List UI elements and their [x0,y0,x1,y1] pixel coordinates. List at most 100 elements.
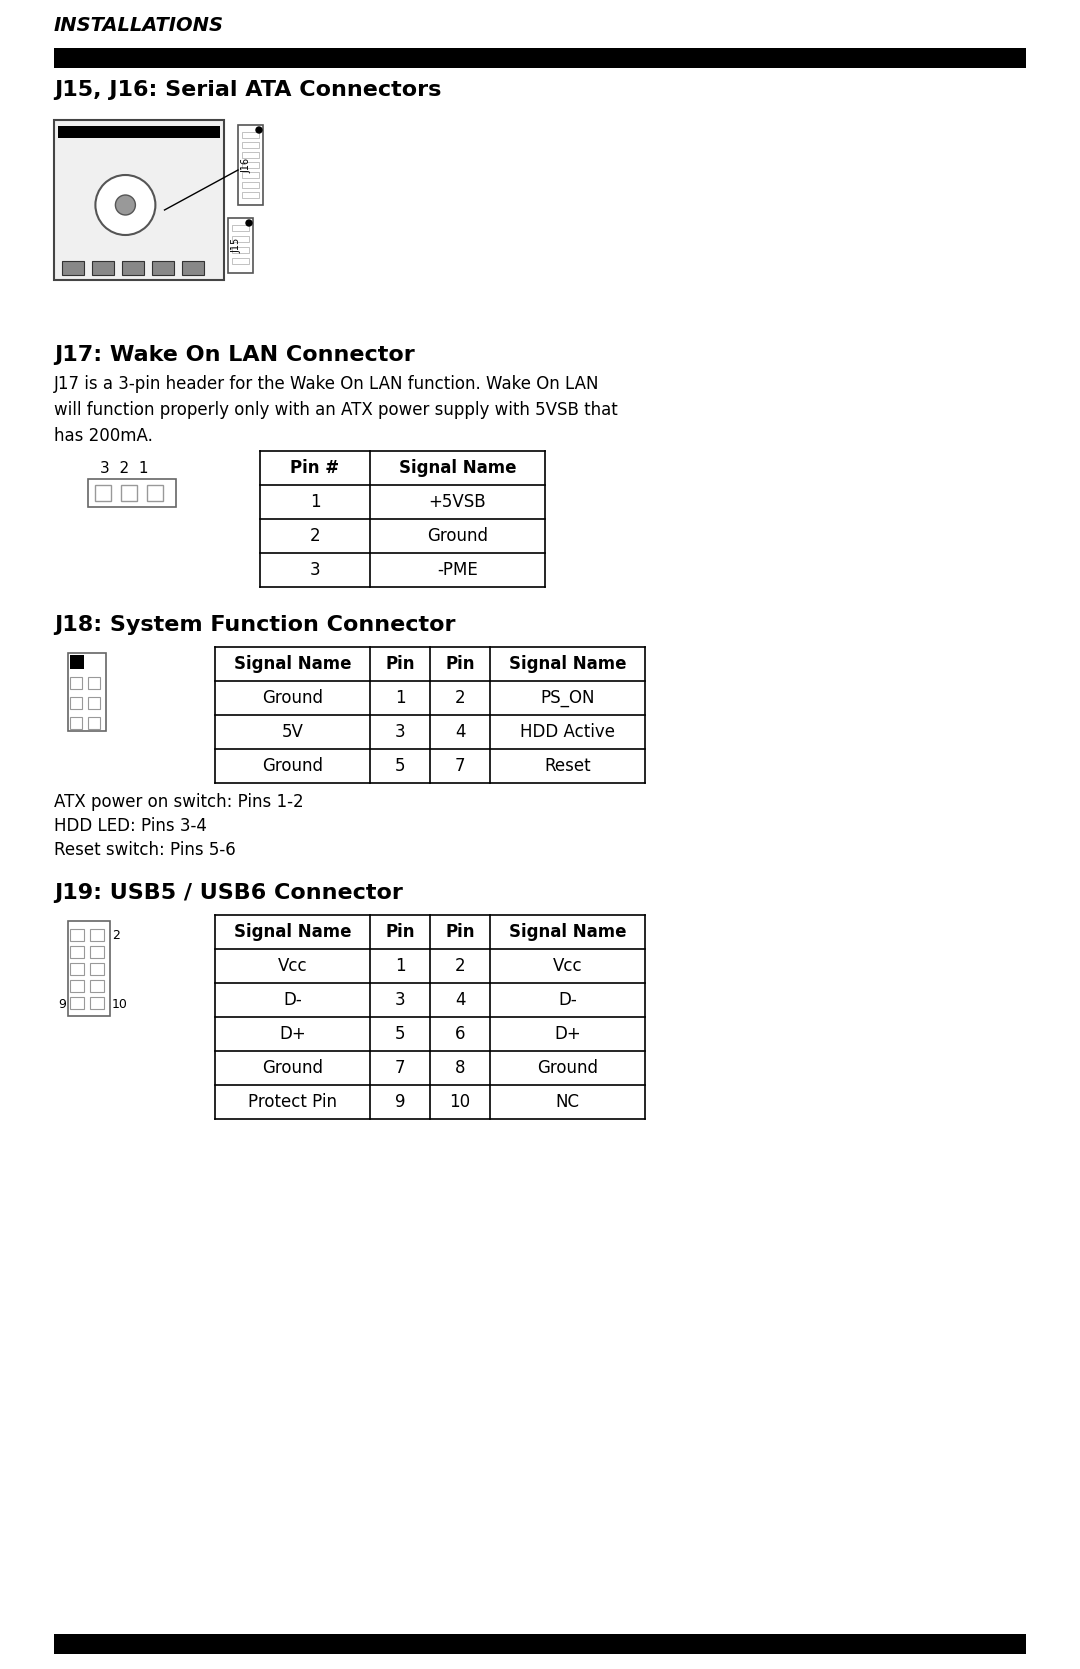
Bar [92,260,114,275]
Text: Vcc: Vcc [278,956,308,975]
Text: 1: 1 [310,492,321,511]
Bar [87,718,100,729]
Text: 10: 10 [449,1093,471,1112]
Text: 3: 3 [394,723,405,741]
Bar [242,192,259,199]
Bar [238,125,264,205]
Bar [122,260,144,275]
Text: 1: 1 [394,956,405,975]
Text: PS_ON: PS_ON [540,689,595,708]
Bar [70,946,84,958]
Text: 9: 9 [58,998,66,1010]
Text: HDD LED: Pins 3-4: HDD LED: Pins 3-4 [54,818,207,834]
Text: 5: 5 [395,1025,405,1043]
Bar [242,142,259,149]
Bar [90,980,104,991]
Bar [232,259,249,264]
Bar [54,120,224,280]
Bar [70,718,82,729]
Text: Ground: Ground [262,689,323,708]
Text: J19: USB5 / USB6 Connector: J19: USB5 / USB6 Connector [54,883,403,903]
Text: J18: System Function Connector: J18: System Function Connector [54,614,456,634]
Bar [68,653,106,731]
Text: Ground: Ground [262,758,323,774]
Text: Pin: Pin [386,923,415,941]
Text: NC: NC [555,1093,580,1112]
Text: Ground: Ground [537,1060,598,1077]
Text: 2: 2 [455,956,465,975]
Text: Signal Name: Signal Name [399,459,516,477]
Bar [90,946,104,958]
Text: Signal Name: Signal Name [509,923,626,941]
Bar [68,921,110,1016]
Text: 3  2  1: 3 2 1 [100,461,149,476]
Text: Signal Name: Signal Name [233,923,351,941]
Text: Protect Pin: Protect Pin [248,1093,337,1112]
Bar [87,479,176,507]
Bar [242,132,259,139]
Text: +5VSB: +5VSB [429,492,486,511]
Text: will function properly only with an ATX power supply with 5VSB that: will function properly only with an ATX … [54,401,618,419]
Text: HDD Active: HDD Active [519,723,615,741]
Bar [54,1634,1026,1654]
Text: 7: 7 [395,1060,405,1077]
Text: 1: 1 [394,689,405,708]
Text: Reset switch: Pins 5-6: Reset switch: Pins 5-6 [54,841,235,860]
Text: 9: 9 [395,1093,405,1112]
Text: Pin: Pin [445,923,475,941]
Text: 6: 6 [455,1025,465,1043]
Circle shape [116,195,135,215]
Bar [70,654,84,669]
Text: 5V: 5V [282,723,303,741]
Bar [121,486,137,501]
Bar [87,678,100,689]
Bar [242,162,259,169]
Bar [242,172,259,179]
Text: J17 is a 3-pin header for the Wake On LAN function. Wake On LAN: J17 is a 3-pin header for the Wake On LA… [54,376,599,392]
Text: INSTALLATIONS: INSTALLATIONS [54,17,224,35]
Bar [147,486,163,501]
Text: D-: D- [283,991,302,1010]
Text: 2: 2 [455,689,465,708]
Circle shape [256,127,262,134]
Text: Vcc: Vcc [553,956,582,975]
Text: J17: Wake On LAN Connector: J17: Wake On LAN Connector [54,345,415,366]
Bar [62,260,84,275]
Circle shape [246,220,252,225]
Text: J15, J16: Serial ATA Connectors: J15, J16: Serial ATA Connectors [54,80,442,100]
Text: 3: 3 [310,561,321,579]
Text: 4: 4 [455,723,465,741]
Bar [70,930,84,941]
Text: 20: 20 [60,1637,85,1656]
Text: has 200mA.: has 200mA. [54,427,153,446]
Text: Signal Name: Signal Name [233,654,351,673]
Text: 3: 3 [394,991,405,1010]
Bar [70,678,82,689]
Bar [228,219,253,274]
Text: D+: D+ [554,1025,581,1043]
Bar [242,152,259,159]
Text: Signal Name: Signal Name [509,654,626,673]
Bar [95,486,111,501]
Text: Ground: Ground [262,1060,323,1077]
Text: J15: J15 [231,239,241,254]
Bar [87,698,100,709]
Text: Pin #: Pin # [291,459,339,477]
Text: D+: D+ [279,1025,306,1043]
Text: 7: 7 [455,758,465,774]
Bar [70,963,84,975]
Bar [54,48,1026,68]
Text: D-: D- [558,991,577,1010]
Text: -PME: -PME [437,561,477,579]
Text: 5: 5 [395,758,405,774]
Text: ATX power on switch: Pins 1-2: ATX power on switch: Pins 1-2 [54,793,303,811]
Text: MB879 User’s Manual: MB879 User’s Manual [430,1637,650,1656]
Bar [70,996,84,1010]
Text: Ground: Ground [427,527,488,546]
Bar [232,235,249,242]
Text: 4: 4 [455,991,465,1010]
Text: Pin: Pin [445,654,475,673]
Bar [242,182,259,189]
Bar [152,260,174,275]
Circle shape [95,175,156,235]
